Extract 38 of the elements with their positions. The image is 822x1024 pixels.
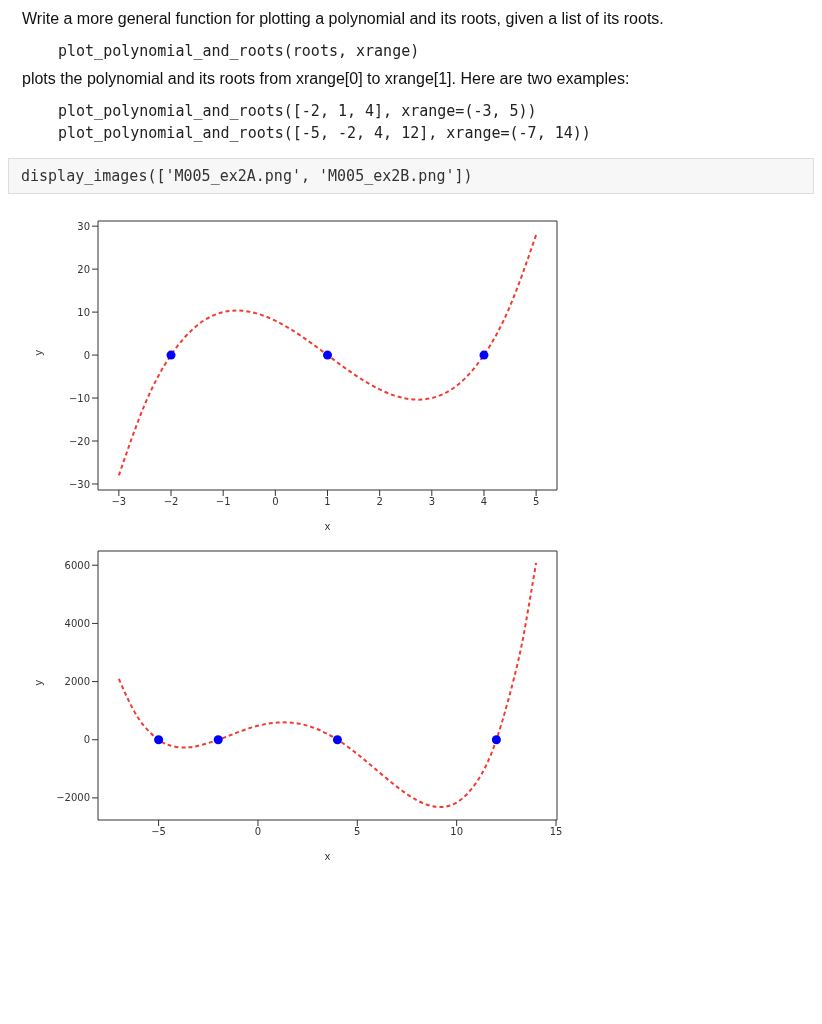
x-tick-label: −1 xyxy=(215,496,231,508)
y-tick-label: 10 xyxy=(77,306,90,318)
y-tick-label: 4000 xyxy=(64,617,90,629)
text: plot_polynomial_and_roots(roots, xrange) xyxy=(58,42,421,60)
text: display_images(['M005_ex2A.png', 'M005_ex2B.png']) xyxy=(8,158,814,194)
x-tick-label: −3 xyxy=(111,496,127,508)
x-tick-label: 0 xyxy=(272,496,279,508)
x-tick-label: 5 xyxy=(354,826,361,838)
text: plot_polynomial_and_roots([-5, -2, 4, 12], xrange=(-7, 14)) xyxy=(58,124,592,142)
y-tick-label: 0 xyxy=(83,349,90,361)
line-series xyxy=(117,233,538,477)
y-axis-title: y xyxy=(31,349,44,356)
y-tick-label: −2000 xyxy=(56,792,90,804)
y-tick-label: 2000 xyxy=(64,676,90,688)
x-tick-label: 5 xyxy=(532,496,540,508)
y-tick-label: 30 xyxy=(77,220,90,232)
text: plot_polynomial_and_roots([-2, 1, 4], xrange=(-3, 5)) xyxy=(58,102,538,120)
x-tick-label: 10 xyxy=(450,826,464,838)
y-tick-label: 6000 xyxy=(64,559,90,571)
y-tick-label: −20 xyxy=(68,435,90,447)
x-tick-label: 3 xyxy=(428,496,436,508)
x-axis-title: x xyxy=(324,520,331,532)
y-tick-label: 20 xyxy=(77,263,90,275)
x-tick-label: 4 xyxy=(480,496,488,508)
x-tick-label: 0 xyxy=(254,826,262,838)
line-series xyxy=(117,561,538,808)
y-axis-title: y xyxy=(31,679,44,686)
x-axis-title: x xyxy=(324,850,331,862)
x-tick-label: 1 xyxy=(324,496,331,508)
y-tick-label: −10 xyxy=(68,392,90,404)
x-tick-label: −2 xyxy=(163,496,179,508)
x-tick-label: −5 xyxy=(151,826,166,838)
text: Write a more general function for plotting a polynomial and its roots, given a list of its roots. xyxy=(22,10,665,28)
y-tick-label: 0 xyxy=(83,734,90,746)
x-tick-label: 2 xyxy=(376,496,383,508)
x-tick-label: 15 xyxy=(549,826,563,838)
y-tick-label: −30 xyxy=(68,478,90,490)
text: plots the polynomial and its roots from xrange[0] to xrange[1]. Here are two examples: xyxy=(22,70,631,88)
